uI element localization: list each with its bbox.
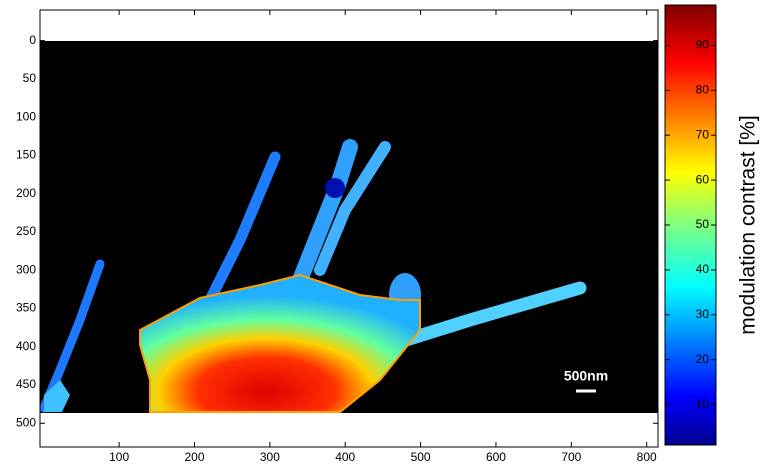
x-tick-label: 400 [335,450,355,464]
y-tick-label: 0 [29,33,36,47]
plot-area: 500nm [39,9,659,448]
y-tick-label: 450 [16,377,36,391]
y-tick-label: 500 [16,415,36,429]
colorbar-tick-label: 20 [696,352,710,366]
y-tick-label: 400 [16,339,36,353]
colorbar-tick-label: 40 [696,262,710,276]
x-tick-label: 100 [109,450,129,464]
x-tick-label: 200 [184,450,204,464]
colorbar-tick-label: 60 [696,172,710,186]
colorbar-tick-label: 90 [696,38,710,52]
plot-frame [39,9,659,448]
scale-bar-label: 500nm [564,368,608,384]
y-tick-label: 200 [16,186,36,200]
colorbar-tick-label: 30 [696,307,710,321]
x-tick-label: 800 [637,450,657,464]
y-tick-label: 250 [16,224,36,238]
y-tick-label: 50 [23,71,37,85]
colorbar-tick-label: 80 [696,82,710,96]
colorbar [664,4,717,446]
colorbar-tick-label: 70 [696,127,710,141]
x-tick-label: 600 [486,450,506,464]
y-tick-label: 300 [16,262,36,276]
y-tick-label: 350 [16,301,36,315]
x-tick-label: 300 [260,450,280,464]
colorbar-label: modulation contrast [%] [737,115,760,334]
colorbar-gradient [664,4,717,446]
x-tick-label: 500 [411,450,431,464]
colorbar-tick-label: 50 [696,217,710,231]
x-tick-label: 700 [561,450,581,464]
y-tick-label: 100 [16,109,36,123]
y-tick-label: 150 [16,148,36,162]
cell-image [39,139,587,413]
colorbar-tick-label: 10 [696,397,710,411]
